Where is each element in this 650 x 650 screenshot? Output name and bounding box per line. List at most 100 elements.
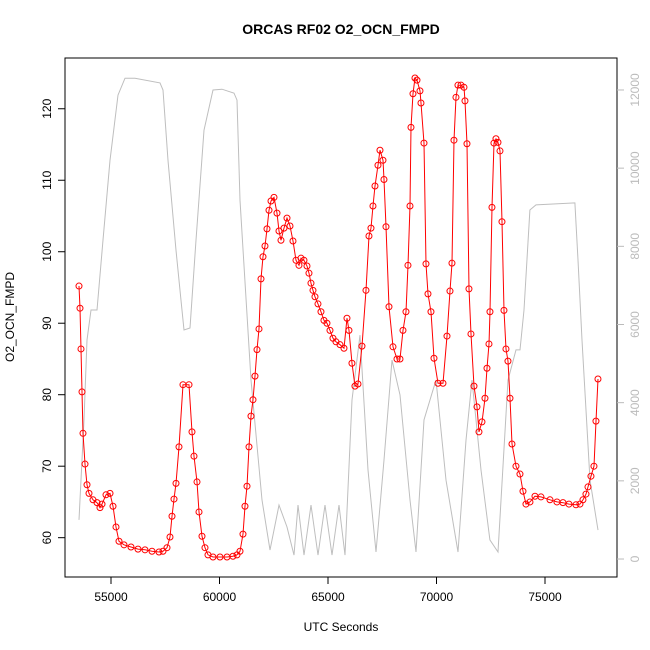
y2-tick-label: 10000 (628, 151, 642, 185)
data-point (241, 502, 249, 510)
data-point (481, 394, 489, 402)
data-point (343, 314, 351, 322)
data-point (417, 99, 425, 107)
y2-tick-label: 12000 (628, 73, 642, 107)
data-point (380, 176, 388, 184)
data-point (358, 342, 366, 350)
data-point (259, 253, 267, 261)
series-line (78, 77, 599, 556)
data-point (175, 443, 183, 451)
data-point (317, 308, 325, 316)
data-point (490, 139, 498, 147)
x-axis-label: UTC Seconds (304, 620, 379, 634)
data-point (475, 428, 483, 436)
series-line (78, 76, 599, 558)
data-point (371, 182, 379, 190)
data-point (134, 545, 142, 553)
data-point (148, 547, 156, 555)
data-point (498, 218, 506, 226)
data-point (467, 330, 475, 338)
data-point (245, 443, 253, 451)
data-point (407, 123, 415, 131)
data-point (75, 282, 83, 290)
data-point (439, 379, 447, 387)
data-point (434, 379, 442, 387)
data-point (422, 260, 430, 268)
data-point (289, 237, 297, 245)
data-point (185, 381, 193, 389)
data-point (209, 553, 217, 561)
data-point (385, 303, 393, 311)
data-point (127, 543, 135, 551)
data-point (255, 325, 263, 333)
y-tick-label: 120 (40, 98, 54, 118)
data-point (78, 388, 86, 396)
data-point (216, 553, 224, 561)
x-tick-label: 65000 (311, 590, 345, 604)
y-axis-label: O2_OCN_FMPD (3, 272, 17, 362)
data-point (93, 499, 101, 507)
data-point (247, 412, 255, 420)
data-point (265, 206, 273, 214)
data-point (314, 300, 322, 308)
data-point (450, 136, 458, 144)
data-point (253, 346, 261, 354)
data-point (461, 97, 469, 105)
data-point (303, 262, 311, 270)
plot-frame (64, 57, 618, 578)
y2-tick-label: 2000 (628, 467, 642, 494)
data-point (413, 76, 421, 84)
y-tick-label: 100 (40, 241, 54, 261)
data-point (163, 544, 171, 552)
data-point (102, 491, 110, 499)
x-tick-label: 60000 (203, 590, 237, 604)
data-point (478, 418, 486, 426)
data-point (590, 462, 598, 470)
data-point (519, 487, 527, 495)
data-point (283, 214, 291, 222)
data-point (587, 472, 595, 480)
data-point (369, 202, 377, 210)
data-point (295, 261, 303, 269)
y-tick-label: 70 (40, 459, 54, 473)
data-point (572, 501, 580, 509)
data-point (109, 502, 117, 510)
data-point (494, 138, 502, 146)
data-point (526, 498, 534, 506)
data-point (345, 326, 353, 334)
data-point (430, 354, 438, 362)
data-point (112, 523, 120, 531)
data-point (251, 372, 259, 380)
data-point (399, 326, 407, 334)
data-point (496, 147, 504, 155)
y2-tick-label: 6000 (628, 311, 642, 338)
x-tick-label: 70000 (420, 590, 454, 604)
data-point (106, 489, 114, 497)
data-point (508, 440, 516, 448)
data-point (379, 156, 387, 164)
data-point (236, 547, 244, 555)
data-point (198, 532, 206, 540)
data-point (201, 544, 209, 552)
data-point (336, 341, 344, 349)
data-point (85, 489, 93, 497)
data-point (443, 332, 451, 340)
data-point (270, 193, 278, 201)
data-point (155, 548, 163, 556)
data-point (229, 552, 237, 560)
data-point (546, 496, 554, 504)
data-point (367, 224, 375, 232)
data-point (300, 256, 308, 264)
data-point (402, 308, 410, 316)
y2-tick-label: 0 (628, 555, 642, 562)
data-point (396, 355, 404, 363)
data-point (170, 495, 178, 503)
data-point (76, 304, 84, 312)
data-point (427, 308, 435, 316)
data-point (486, 308, 494, 316)
data-point (195, 508, 203, 516)
data-point (506, 394, 514, 402)
data-point (463, 140, 471, 148)
data-point (141, 546, 149, 554)
